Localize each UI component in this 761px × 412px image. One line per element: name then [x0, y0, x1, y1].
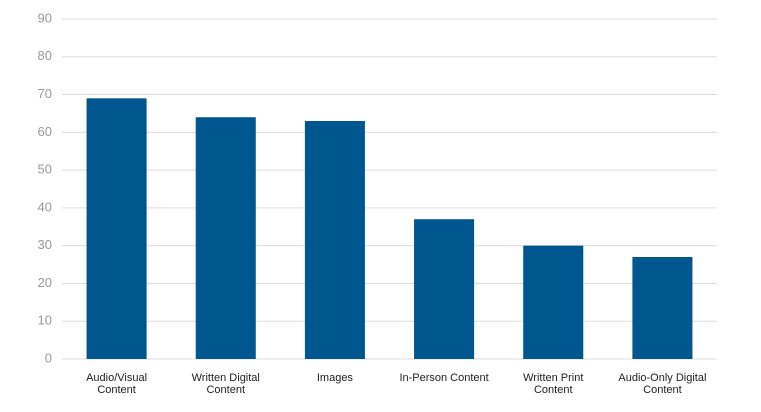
- x-tick-label: Audio-Only Digital Content: [618, 372, 707, 396]
- y-tick-label: 0: [45, 350, 52, 365]
- y-tick-label: 90: [38, 10, 52, 25]
- x-tick-label: In-Person Content: [399, 372, 489, 384]
- y-tick-label: 50: [38, 162, 52, 177]
- x-tick-label: Written Print Content: [523, 372, 584, 396]
- bar: [523, 245, 584, 359]
- y-tick-label: 30: [38, 237, 52, 252]
- bar: [86, 98, 147, 359]
- x-tick-label: Written Digital Content: [191, 372, 260, 396]
- y-tick-label: 20: [38, 275, 52, 290]
- y-tick-label: 70: [38, 86, 52, 101]
- bar: [414, 219, 475, 359]
- x-tick-label: Audio/Visual Content: [86, 372, 148, 396]
- y-tick-label: 40: [38, 199, 52, 214]
- bar: [195, 117, 256, 359]
- y-tick-label: 60: [38, 124, 52, 139]
- x-tick-label: Images: [316, 372, 353, 384]
- y-tick-label: 80: [38, 48, 52, 63]
- bar: [632, 257, 693, 359]
- y-tick-label: 10: [38, 313, 52, 328]
- bar: [304, 121, 365, 359]
